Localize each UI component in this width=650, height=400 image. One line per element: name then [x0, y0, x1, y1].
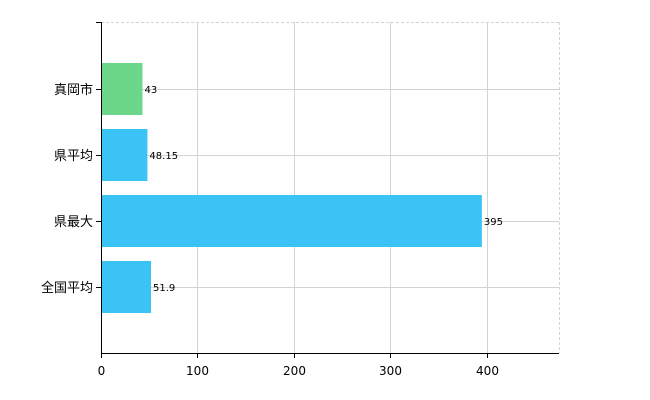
grid-layer [101, 22, 560, 353]
bar-0 [102, 63, 143, 115]
bar-1 [102, 129, 148, 181]
bar-2 [102, 195, 482, 247]
category-label-1: 県平均 [54, 149, 93, 164]
x-tick-label-100: 100 [186, 364, 209, 378]
data-label-0: 43 [144, 85, 157, 96]
label-layer: 真岡市 43 県平均 48.15 県最大 395 全国平均 51.9 0 100 200 300 400 [41, 82, 503, 378]
axis-layer [96, 22, 559, 358]
data-label-2: 395 [484, 217, 503, 228]
x-tick-label-400: 400 [476, 364, 499, 378]
data-label-3: 51.9 [153, 283, 175, 294]
bar-3 [102, 261, 152, 313]
category-label-3: 全国平均 [41, 280, 93, 296]
x-tick-label-0: 0 [98, 364, 106, 378]
category-label-2: 県最大 [54, 215, 93, 230]
x-tick-label-200: 200 [283, 364, 306, 378]
category-label-0: 真岡市 [54, 82, 93, 98]
bar-layer [102, 63, 482, 313]
data-label-1: 48.15 [149, 151, 178, 162]
x-tick-label-300: 300 [379, 364, 402, 378]
